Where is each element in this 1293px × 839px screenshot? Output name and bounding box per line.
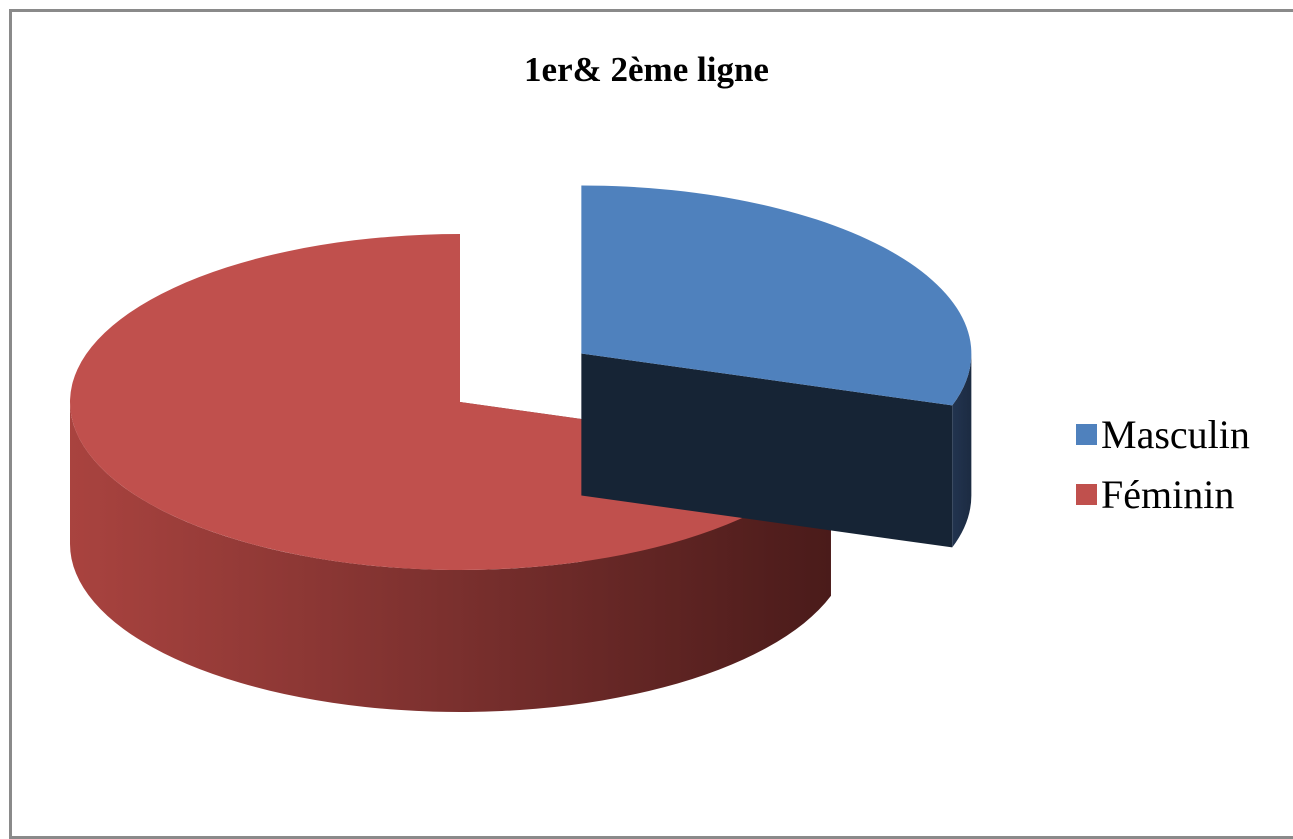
legend-label-feminin: Féminin — [1101, 472, 1235, 517]
legend-swatch-feminin — [1076, 484, 1097, 506]
pie-slice-top-masculin — [581, 185, 972, 406]
legend-swatch-masculin — [1076, 424, 1097, 446]
legend-label-masculin: Masculin — [1101, 412, 1250, 457]
legend: Masculin Féminin — [1076, 410, 1250, 530]
legend-item-masculin: Masculin — [1076, 410, 1250, 470]
pie-slice-wall-masculin-1 — [581, 353, 953, 548]
legend-item-feminin: Féminin — [1076, 470, 1250, 530]
pie-slice-rim-masculin-0 — [952, 353, 972, 548]
pie-slice-rim-feminin-0 — [70, 402, 831, 713]
chart-title: 1er& 2ème ligne — [524, 50, 769, 89]
pie-slice-masculin — [581, 185, 972, 548]
